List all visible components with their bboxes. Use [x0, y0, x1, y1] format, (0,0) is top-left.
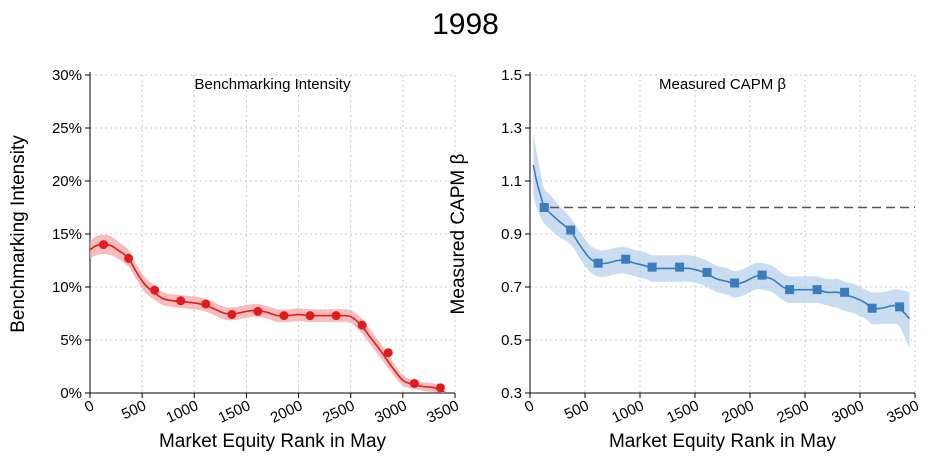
- x-tick-label: 3500: [424, 397, 461, 427]
- y-tick-label: 15%: [52, 226, 82, 243]
- confidence-band: [90, 235, 445, 393]
- data-point: [593, 258, 603, 268]
- data-point: [279, 311, 289, 321]
- data-point: [675, 262, 685, 272]
- x-tick-label: 2500: [774, 397, 811, 427]
- y-tick-label: 25%: [52, 120, 82, 137]
- y-tick-label: 0.3: [501, 385, 522, 402]
- data-point: [895, 302, 905, 312]
- y-tick-label: 1.5: [501, 67, 522, 84]
- x-tick-label: 1000: [164, 397, 201, 427]
- figure-title: 1998: [432, 8, 499, 41]
- x-tick-label: 1500: [664, 397, 701, 427]
- x-tick-label: 500: [119, 397, 149, 423]
- confidence-band: [533, 133, 910, 348]
- x-tick-label: 3500: [884, 397, 921, 427]
- y-tick-label: 0.5: [501, 332, 522, 349]
- x-tick-label: 0: [82, 397, 97, 416]
- y-tick-label: 5%: [60, 332, 82, 349]
- data-point: [99, 240, 109, 250]
- y-tick-label: 1.3: [501, 120, 522, 137]
- data-point: [253, 306, 263, 316]
- data-point: [383, 348, 393, 358]
- data-point: [785, 285, 795, 295]
- data-point: [201, 299, 211, 309]
- data-point: [621, 254, 631, 264]
- data-point: [150, 285, 160, 295]
- x-tick-label: 1500: [216, 397, 253, 427]
- data-point: [840, 287, 850, 297]
- x-tick-label: 2500: [320, 397, 357, 427]
- y-axis-title: Measured CAPM β: [448, 153, 469, 314]
- data-point: [124, 253, 134, 263]
- panel-title: Measured CAPM β: [659, 76, 786, 93]
- panel-measured-capm-beta: 0.3 0.5 0.7 0.9 1.1 1.3 1.5 0 500 1000 1500 2000 250…: [448, 67, 922, 452]
- x-tick-label: 500: [562, 397, 592, 423]
- data-point: [435, 383, 445, 393]
- x-tick-label: 2000: [719, 397, 756, 427]
- y-tick-label: 0.9: [501, 226, 522, 243]
- data-point: [176, 296, 186, 306]
- y-tick-label: 0%: [60, 385, 82, 402]
- y-tick-label: 1.1: [501, 173, 522, 190]
- data-point: [357, 320, 367, 330]
- data-point: [757, 270, 767, 280]
- y-axis-title: Benchmarking Intensity: [8, 135, 29, 333]
- data-point: [566, 225, 576, 235]
- y-tick-label: 10%: [52, 279, 82, 296]
- y-tick-label: 20%: [52, 173, 82, 190]
- data-point: [305, 311, 315, 321]
- x-tick-label: 3000: [372, 397, 409, 427]
- data-point: [539, 203, 549, 212]
- data-point: [409, 378, 419, 388]
- x-tick-label: 2000: [268, 397, 305, 427]
- data-point: [647, 262, 657, 272]
- data-point: [702, 267, 712, 277]
- x-tick-label: 0: [522, 397, 537, 416]
- y-tick-label: 0.7: [501, 279, 522, 296]
- data-point: [867, 303, 877, 313]
- data-point: [331, 311, 341, 321]
- x-tick-label: 3000: [829, 397, 866, 427]
- data-point: [730, 278, 740, 288]
- data-point: [812, 285, 822, 295]
- x-axis-title: Market Equity Rank in May: [609, 431, 837, 452]
- panel-title: Benchmarking Intensity: [195, 76, 351, 93]
- y-tick-label: 30%: [52, 67, 82, 84]
- data-point: [227, 310, 237, 320]
- x-axis-title: Market Equity Rank in May: [159, 431, 387, 452]
- panel-benchmarking-intensity: 0% 5% 10% 15% 20% 25% 30% 0 500 1000 1500 2000 2500 3…: [8, 67, 462, 452]
- x-tick-label: 1000: [609, 397, 646, 427]
